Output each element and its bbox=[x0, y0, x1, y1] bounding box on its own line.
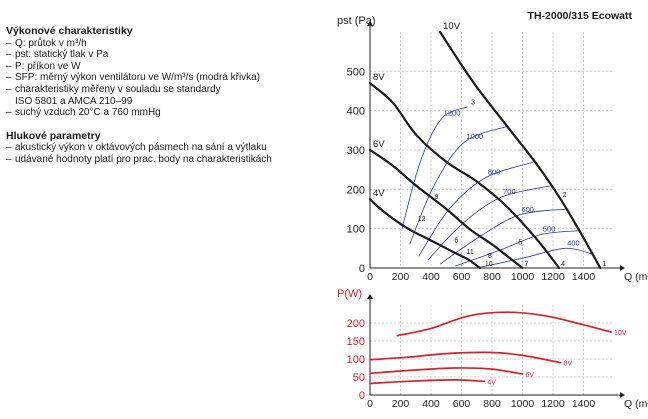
noise-list: akustický výkon v oktávových pásmech na … bbox=[6, 142, 351, 165]
perf-item: suchý vzduch 20°C a 760 mmHg bbox=[6, 107, 351, 119]
sfp-label: 400 bbox=[567, 238, 580, 247]
perf-item: charakteristiky měřeny v souladu se stan… bbox=[6, 84, 351, 96]
x-tick-label: 600 bbox=[453, 398, 471, 410]
sfp-label: 800 bbox=[488, 168, 501, 177]
x-tick-label: 1000 bbox=[511, 271, 535, 283]
sfp-label: 1000 bbox=[467, 132, 484, 141]
sfp-label: 600 bbox=[521, 205, 534, 214]
legend-block: Výkonové charakteristiky Q: průtok v m³/… bbox=[6, 25, 351, 166]
perf-item: P: příkon ve W bbox=[6, 61, 351, 73]
y-tick-label: 100 bbox=[347, 224, 365, 236]
point-label: 10 bbox=[485, 261, 493, 268]
series-line bbox=[368, 82, 561, 270]
point-label: 6 bbox=[454, 237, 458, 244]
series-line bbox=[369, 379, 486, 385]
point-label: 8 bbox=[488, 253, 492, 260]
noise-item: udávané hodnoty platí pro prac. body na … bbox=[6, 154, 351, 166]
y-axis-arrow bbox=[367, 21, 373, 26]
y-axis-label: P(W) bbox=[337, 288, 362, 300]
series-line bbox=[369, 367, 524, 375]
series-label: 10V bbox=[614, 330, 627, 337]
y-tick-label: 0 bbox=[359, 390, 365, 402]
sfp-curve bbox=[418, 161, 535, 257]
y-tick-label: 300 bbox=[347, 145, 365, 157]
noise-item: akustický výkon v oktávových pásmech na … bbox=[6, 142, 351, 154]
series-line bbox=[439, 30, 602, 270]
power-chart: 0 200 400 600 800 1000 1200 1400 0 50 100 150 200 Q (… bbox=[337, 288, 648, 410]
y-tick-label: 50 bbox=[353, 372, 365, 384]
series-label: 10V bbox=[443, 21, 461, 32]
series-label: 6V bbox=[373, 139, 385, 150]
y-tick-label: 150 bbox=[347, 336, 365, 348]
point-label: 5 bbox=[518, 239, 522, 246]
x-tick-label: 400 bbox=[422, 271, 440, 283]
y-axis-arrow bbox=[367, 294, 373, 299]
y-tick-label: 0 bbox=[359, 263, 365, 275]
series-label: 8V bbox=[564, 361, 573, 368]
x-tick-label: 400 bbox=[422, 398, 440, 410]
point-label: 9 bbox=[435, 194, 439, 201]
sfp-label: 700 bbox=[503, 187, 516, 196]
y-tick-label: 500 bbox=[347, 66, 365, 78]
x-tick-label: 600 bbox=[453, 271, 471, 283]
sfp-label: 1200 bbox=[444, 109, 461, 118]
y-axis-label: pst (Pa) bbox=[337, 15, 376, 27]
x-tick-label: 1200 bbox=[541, 271, 565, 283]
point-label: 3 bbox=[471, 100, 475, 107]
x-axis-label: Q (m³/h) bbox=[624, 398, 648, 410]
sfp-curve bbox=[476, 247, 593, 269]
point-label: 12 bbox=[418, 216, 426, 223]
y-tick-label: 200 bbox=[347, 318, 365, 330]
x-axis-arrow bbox=[620, 392, 625, 398]
sfp-label: 500 bbox=[543, 225, 556, 234]
point-label: 1 bbox=[602, 261, 606, 268]
sfp-curve bbox=[409, 126, 508, 245]
y-tick-label: 100 bbox=[347, 354, 365, 366]
series-line bbox=[396, 311, 612, 337]
perf-list: Q: průtok v m³/h pst: statický tlak v Pa… bbox=[6, 38, 351, 119]
series-label: 4V bbox=[373, 188, 385, 199]
x-tick-label: 1000 bbox=[511, 398, 535, 410]
x-tick-label: 0 bbox=[367, 398, 373, 410]
x-tick-label: 1400 bbox=[572, 271, 596, 283]
point-label: 2 bbox=[563, 192, 567, 199]
x-tick-label: 800 bbox=[483, 271, 501, 283]
series-line bbox=[368, 148, 524, 270]
perf-item: ISO 5801 a AMCA 210–99 bbox=[15, 95, 133, 107]
sfp-curve bbox=[401, 106, 468, 229]
perf-item: Q: průtok v m³/h bbox=[6, 38, 351, 50]
x-tick-label: 200 bbox=[392, 398, 410, 410]
model-title: TH-2000/315 Ecowatt bbox=[527, 10, 632, 22]
series-line bbox=[369, 351, 562, 364]
x-axis-arrow bbox=[620, 265, 625, 271]
y-tick-label: 200 bbox=[347, 184, 365, 196]
noise-title: Hlukové parametry bbox=[6, 129, 101, 142]
series-label: 6V bbox=[526, 372, 535, 379]
x-axis-label: Q (m³/h) bbox=[624, 271, 648, 283]
series-line bbox=[368, 198, 481, 270]
point-label: 7 bbox=[525, 261, 529, 268]
point-label: 4 bbox=[561, 261, 565, 268]
series-label: 4V bbox=[487, 379, 496, 386]
perf-title: Výkonové charakteristiky bbox=[6, 25, 133, 37]
x-tick-label: 0 bbox=[367, 271, 373, 283]
y-tick-label: 400 bbox=[347, 106, 365, 118]
series-label: 8V bbox=[373, 72, 385, 83]
x-tick-label: 200 bbox=[392, 271, 410, 283]
x-tick-label: 1200 bbox=[541, 398, 565, 410]
sfp-curve bbox=[427, 185, 554, 261]
pressure-chart: 0 200 400 600 800 1000 1200 1400010020030040050… bbox=[337, 15, 648, 283]
sfp-curve bbox=[455, 230, 581, 267]
perf-item: SFP: měrný výkon ventilátoru ve W/m³/s (… bbox=[6, 72, 351, 84]
x-tick-label: 1400 bbox=[572, 398, 596, 410]
perf-item: pst: statický tlak v Pa bbox=[6, 49, 351, 61]
x-tick-label: 800 bbox=[483, 398, 501, 410]
point-label: 11 bbox=[467, 249, 474, 256]
